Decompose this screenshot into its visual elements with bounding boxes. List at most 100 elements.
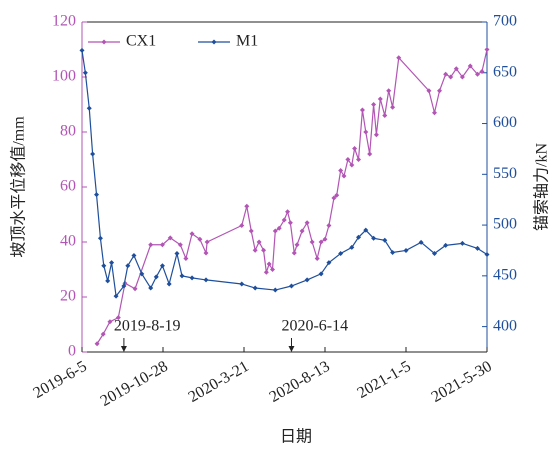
series-marker: [252, 247, 258, 253]
series-marker: [338, 251, 344, 257]
series-marker: [266, 261, 272, 267]
series-marker: [382, 237, 388, 243]
series-marker: [304, 277, 310, 283]
series-marker: [239, 281, 245, 287]
series-marker: [269, 267, 275, 272]
series-marker: [443, 71, 449, 77]
y2-tick-label: 550: [493, 165, 517, 182]
series-marker: [115, 315, 121, 321]
y2-tick-label: 400: [493, 317, 517, 334]
series-marker: [431, 251, 437, 257]
series-marker: [159, 242, 165, 248]
y-axis-label: 坡顶水平位移值/mm: [10, 116, 28, 258]
y-tick-label: 100: [52, 68, 76, 85]
series-marker: [86, 105, 92, 111]
series-marker: [263, 269, 269, 275]
series-marker: [367, 151, 373, 157]
series-marker: [396, 55, 402, 61]
series-marker: [377, 96, 383, 102]
series-marker: [475, 71, 481, 77]
series-marker: [322, 236, 328, 242]
series-marker: [131, 253, 137, 259]
series-marker: [345, 157, 351, 162]
y2-tick-label: 450: [493, 267, 517, 284]
y2-tick-label: 700: [493, 13, 517, 30]
series-marker: [82, 70, 88, 76]
series-marker: [166, 281, 172, 287]
series-marker: [326, 223, 332, 228]
y2-tick-label: 500: [493, 216, 517, 233]
series-marker: [113, 293, 119, 299]
series-marker: [256, 239, 262, 245]
annotation-arrowhead: [288, 346, 295, 352]
series-marker: [177, 242, 183, 248]
series-marker: [475, 245, 481, 251]
legend-marker: [211, 39, 217, 45]
series-marker: [431, 110, 437, 116]
series-marker: [261, 247, 267, 253]
series-marker: [390, 104, 396, 110]
legend-marker: [101, 39, 107, 45]
annotation-arrowhead: [120, 346, 127, 352]
series-marker: [349, 162, 355, 168]
series-marker: [148, 242, 154, 248]
series-marker: [443, 242, 449, 248]
series-marker: [371, 235, 377, 241]
series-marker: [139, 271, 145, 277]
series-marker: [121, 283, 127, 289]
series-marker: [349, 244, 355, 250]
series-marker: [352, 146, 358, 151]
series-marker: [252, 285, 258, 291]
series-marker: [291, 250, 297, 256]
series-marker: [459, 74, 465, 80]
series-marker: [94, 192, 100, 198]
series-marker: [183, 256, 189, 261]
series-marker: [484, 252, 490, 258]
series-marker: [272, 287, 278, 293]
y-tick-label: 120: [52, 13, 76, 30]
series-marker: [288, 283, 294, 289]
series-marker: [467, 63, 473, 69]
series-marker: [203, 277, 209, 283]
series-marker: [363, 227, 369, 233]
series-marker: [281, 217, 287, 223]
legend-label: CX1: [126, 33, 156, 50]
series-marker: [276, 225, 282, 231]
series-marker: [356, 234, 362, 240]
y-tick-label: 60: [60, 178, 76, 195]
series-marker: [285, 209, 291, 215]
y2-tick-label: 600: [493, 114, 517, 131]
series-marker: [109, 260, 115, 266]
series-marker: [125, 263, 131, 269]
series-marker: [287, 220, 293, 226]
series-marker: [244, 203, 250, 209]
series-marker: [382, 113, 388, 118]
series-marker: [373, 132, 379, 138]
series-marker: [272, 228, 278, 234]
series-marker: [479, 69, 485, 74]
x-axis-label: 日期: [280, 428, 312, 446]
series-marker: [97, 235, 103, 241]
series-marker: [334, 192, 340, 198]
series-marker: [248, 228, 254, 234]
series-marker: [309, 239, 315, 245]
y-tick-label: 40: [60, 233, 76, 250]
x-tick-label: 2019-10-28: [98, 358, 171, 410]
series-marker: [356, 157, 362, 162]
series-marker: [167, 235, 173, 241]
series-marker: [179, 273, 185, 279]
series-marker: [189, 231, 195, 237]
series-marker: [101, 263, 107, 269]
series-marker: [197, 236, 203, 242]
series-marker: [294, 242, 300, 248]
y2-axis-label: 锚索轴力/kN: [533, 143, 551, 231]
series-marker: [318, 239, 324, 245]
series-marker: [203, 250, 209, 256]
series-marker: [459, 240, 465, 246]
series-marker: [338, 168, 344, 173]
series-line: [96, 49, 488, 345]
series-marker: [341, 173, 347, 179]
x-tick-label: 2021-1-5: [355, 358, 414, 402]
annotation: 2019-8-19: [114, 318, 181, 335]
